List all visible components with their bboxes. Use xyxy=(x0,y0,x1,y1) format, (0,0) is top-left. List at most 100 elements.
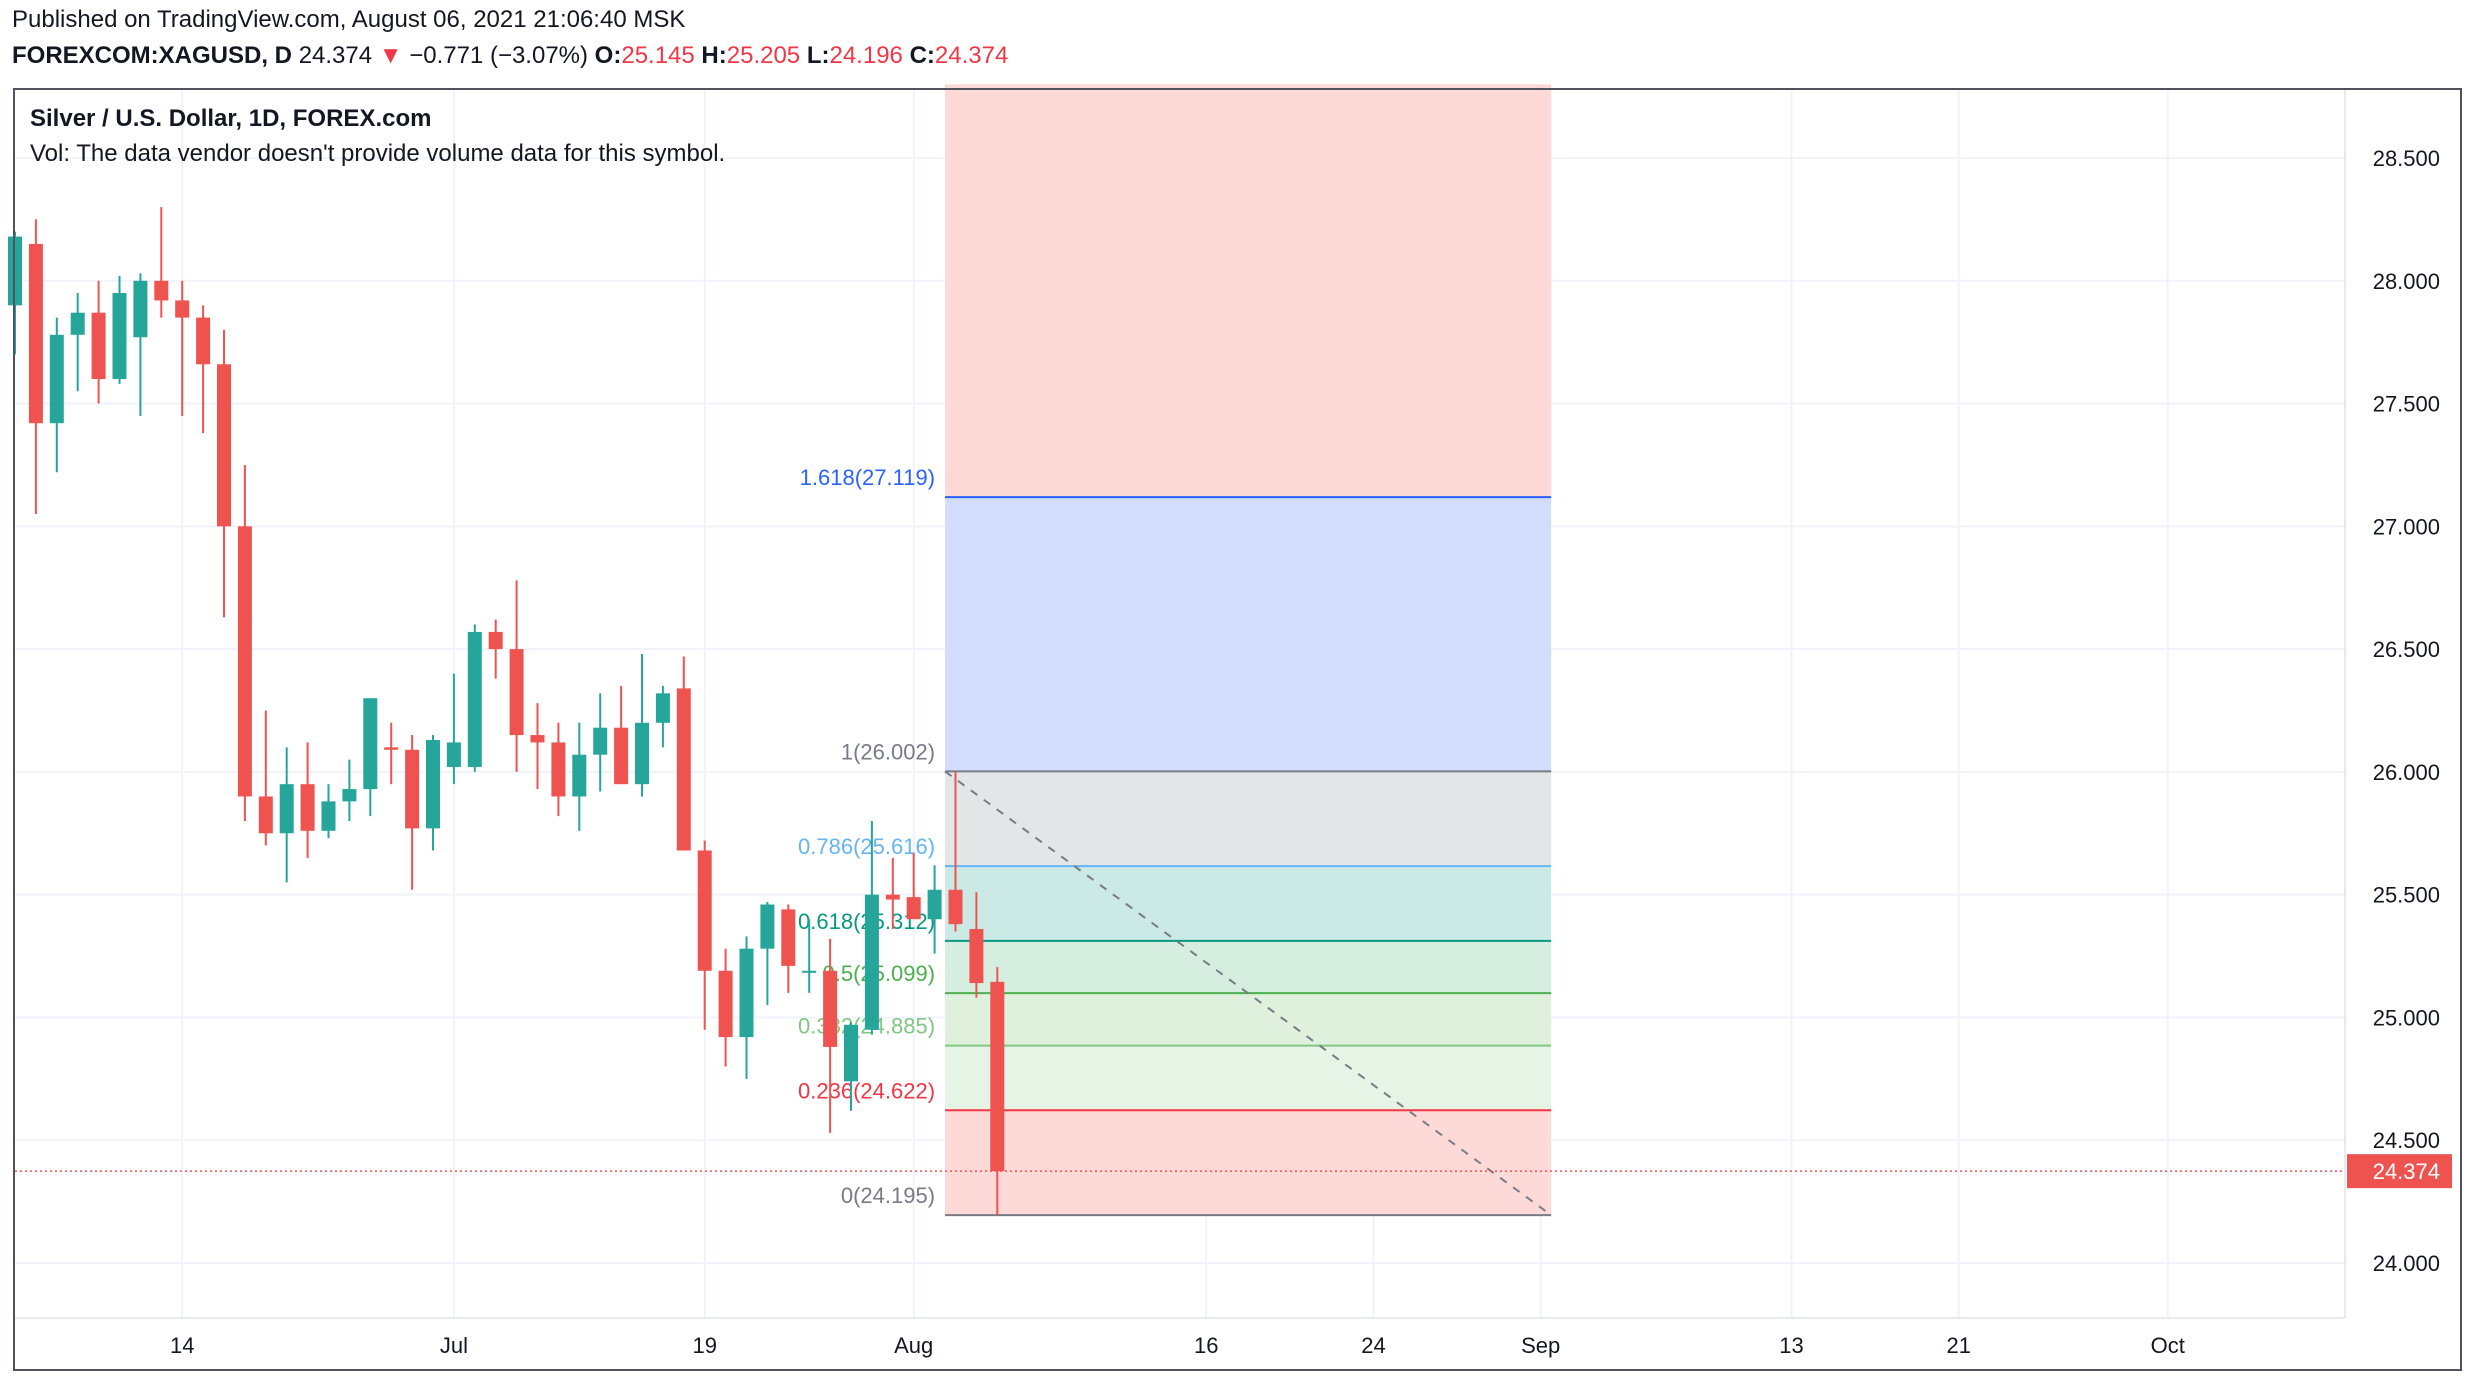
candle-body xyxy=(467,631,482,767)
fib-zone-gray xyxy=(945,771,1552,867)
fib-zone xyxy=(945,993,1552,1046)
close-value: 24.374 xyxy=(934,42,1009,69)
candle-body xyxy=(405,749,420,829)
fib-level-label: 0(24.195) xyxy=(841,1183,935,1208)
candle-body xyxy=(864,894,879,1030)
price-tick-label: 26.500 xyxy=(2373,637,2440,662)
candle-body xyxy=(551,742,566,797)
time-tick-label: 24 xyxy=(1361,1333,1385,1358)
candle-body xyxy=(969,929,984,984)
candle-body xyxy=(572,754,587,797)
price-tick-label: 25.000 xyxy=(2373,1005,2440,1030)
fib-level-label: 0.786(25.616) xyxy=(798,834,935,859)
candle-body xyxy=(655,693,670,723)
candle-body xyxy=(363,698,378,790)
candle-body xyxy=(760,904,775,949)
legend-title: Silver / U.S. Dollar, 1D, FOREX.com xyxy=(30,105,432,132)
fib-zone xyxy=(945,940,1552,994)
candle-body xyxy=(237,526,252,797)
candlestick-series xyxy=(8,207,2345,1215)
candle-body xyxy=(802,970,817,973)
candle-body xyxy=(927,889,942,920)
candle-body xyxy=(676,688,691,851)
time-tick-label: 16 xyxy=(1194,1333,1218,1358)
candle-body xyxy=(91,312,106,379)
fib-zone xyxy=(945,497,1552,772)
fib-level-label: 0.236(24.622) xyxy=(798,1078,935,1103)
high-value: 25.205 xyxy=(726,42,801,69)
low-label: L: xyxy=(806,42,830,69)
candle-body xyxy=(217,364,231,527)
candle-body xyxy=(112,293,127,379)
current-price-label: 24.374 xyxy=(2373,1159,2440,1184)
candle-body xyxy=(844,1024,858,1082)
current-price-badge xyxy=(2347,1154,2452,1189)
candle-body xyxy=(28,243,43,424)
candle-body xyxy=(49,334,64,424)
candle-body xyxy=(321,801,336,831)
time-tick-label: 13 xyxy=(1779,1333,1803,1358)
time-tick-label: 21 xyxy=(1946,1333,1970,1358)
candle-body xyxy=(446,742,461,767)
candle-body xyxy=(509,649,524,736)
last-price: 24.374 xyxy=(298,42,373,69)
price-tick-label: 27.000 xyxy=(2373,514,2440,539)
candle-body xyxy=(718,970,733,1038)
published-line: Published on TradingView.com, August 06,… xyxy=(12,6,686,33)
price-tick-label: 24.500 xyxy=(2373,1128,2440,1153)
fib-zone xyxy=(945,1045,1552,1111)
open-label: O: xyxy=(594,42,622,69)
change-value: −0.771 (−3.07%) xyxy=(409,42,588,69)
candle-body xyxy=(279,784,294,834)
candle-body xyxy=(196,317,211,365)
time-tick-label: Jul xyxy=(440,1333,468,1358)
high-label: H: xyxy=(701,42,727,69)
fib-zone xyxy=(945,1110,1552,1216)
symbol-name: FOREXCOM:XAGUSD, D xyxy=(12,42,293,69)
price-axis[interactable]: 24.000 24.500 25.000 25.500 26.000 26.500 27.0… xyxy=(2344,90,2452,1318)
time-axis[interactable]: 14 Jul 19 Aug 16 24 Sep 13 21 Oct xyxy=(15,1317,2345,1358)
symbol-line: FOREXCOM:XAGUSD, D 24.374 ▼ −0.771 (−3.0… xyxy=(12,42,1008,70)
fib-level-label: 1(26.002) xyxy=(841,739,935,764)
price-tick-label: 25.500 xyxy=(2373,883,2440,908)
candle-body xyxy=(614,727,629,785)
candle-body xyxy=(885,894,900,900)
candle-body xyxy=(70,312,85,335)
fib-zone-extension xyxy=(945,90,1552,498)
candle-body xyxy=(384,747,399,750)
price-tick-label: 27.500 xyxy=(2373,392,2440,417)
price-tick-label: 28.500 xyxy=(2373,146,2440,171)
candle-body xyxy=(906,897,921,920)
candle-body xyxy=(154,280,169,301)
price-tick-label: 24.000 xyxy=(2373,1251,2440,1276)
candle-body xyxy=(781,909,796,966)
candle-body xyxy=(488,631,503,650)
low-value: 24.196 xyxy=(829,42,903,69)
candle-body xyxy=(697,850,712,971)
candle-body xyxy=(342,789,357,802)
price-tick-label: 26.000 xyxy=(2373,760,2440,785)
time-tick-label: Aug xyxy=(894,1333,933,1358)
fib-zone xyxy=(945,866,1552,941)
candle-body xyxy=(175,300,190,318)
candle-body xyxy=(8,236,22,306)
open-value: 25.145 xyxy=(621,42,695,69)
candle-body xyxy=(530,735,545,743)
candle-body xyxy=(300,784,315,831)
fib-retracement[interactable]: 0(24.195)0.236(24.622)0.382(24.885)0.5(2… xyxy=(798,84,1552,1217)
close-label: C: xyxy=(909,42,935,69)
time-tick-label: Sep xyxy=(1521,1333,1560,1358)
fib-trend-line xyxy=(944,770,1552,1216)
candle-body xyxy=(948,889,963,925)
time-tick-label: 14 xyxy=(170,1333,194,1358)
change-down-icon: ▼ xyxy=(378,42,403,69)
candle-body xyxy=(426,739,440,829)
candle-body xyxy=(133,280,148,338)
chart-frame xyxy=(13,88,2462,1371)
fib-level-label: 1.618(27.119) xyxy=(800,465,935,490)
time-tick-label: Oct xyxy=(2151,1333,2185,1358)
legend-volume-note: Vol: The data vendor doesn't provide vol… xyxy=(30,140,726,167)
candle-body xyxy=(593,727,608,755)
time-tick-label: 19 xyxy=(692,1333,716,1358)
